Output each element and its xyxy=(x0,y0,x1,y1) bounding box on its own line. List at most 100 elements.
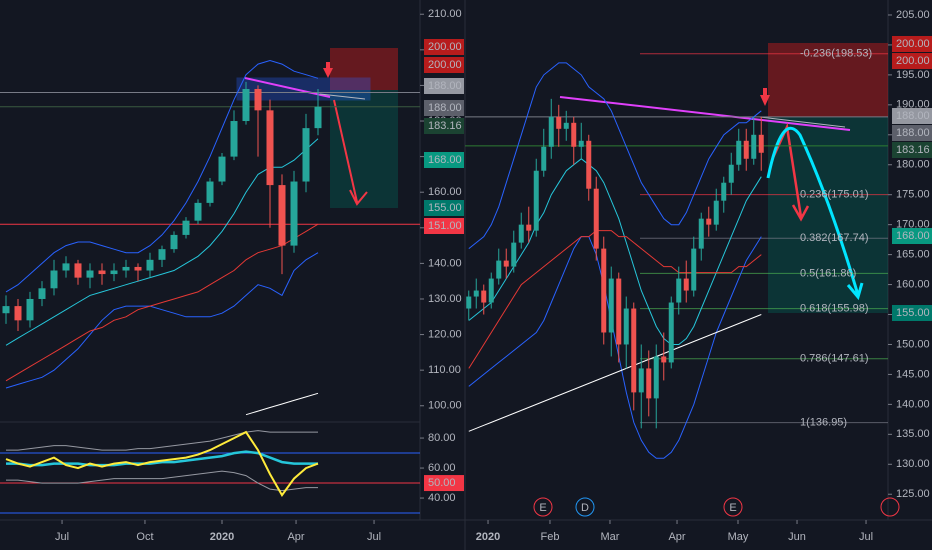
fib-label: -0.236(198.53) xyxy=(800,48,872,60)
y-tick-label: 205.00 xyxy=(896,9,930,21)
price-tag-label: 200.00 xyxy=(896,55,930,67)
candle-body xyxy=(218,156,226,182)
y-tick-label: 175.00 xyxy=(896,189,930,201)
y-tick-label: 140.00 xyxy=(428,257,462,269)
indicator-line xyxy=(5,59,319,293)
trendline xyxy=(244,77,331,98)
price-tag-label: 200.00 xyxy=(428,59,462,71)
candle-body xyxy=(14,306,22,321)
candle-body xyxy=(601,248,607,333)
candle-body xyxy=(646,368,652,399)
candle-body xyxy=(302,128,310,182)
candle-body xyxy=(653,356,659,399)
short-risk-box xyxy=(330,48,398,90)
short-target-box xyxy=(330,90,398,208)
trendline xyxy=(559,96,851,131)
price-tag xyxy=(892,142,932,158)
x-tick-label: Jul xyxy=(859,531,873,543)
candle-body xyxy=(242,88,250,122)
y-tick-label: 40.00 xyxy=(428,492,456,504)
event-label: D xyxy=(581,502,589,514)
candle-body xyxy=(134,266,142,271)
candle-body xyxy=(86,270,94,278)
y-tick-label: 145.00 xyxy=(896,368,930,380)
candle-body xyxy=(2,306,10,314)
fib-label: 0.236(175.01) xyxy=(800,189,869,201)
price-tag xyxy=(424,218,464,234)
candle-body xyxy=(50,270,58,289)
y-tick-label: 125.00 xyxy=(896,488,930,500)
candle-body xyxy=(110,270,118,275)
price-tag-label: 188.00 xyxy=(896,110,930,122)
arrow-marker xyxy=(760,88,770,106)
price-tag xyxy=(424,152,464,168)
indicator-line xyxy=(468,62,762,249)
indicator-line xyxy=(468,230,762,369)
candle-body xyxy=(578,140,584,147)
x-tick-label: Apr xyxy=(668,531,685,543)
y-tick-label: 195.00 xyxy=(896,69,930,81)
candle-body xyxy=(728,164,734,183)
candle-body xyxy=(488,278,494,303)
price-tag xyxy=(424,57,464,73)
candle-body xyxy=(466,296,472,309)
fib-label: 0.786(147.61) xyxy=(800,353,869,365)
y-tick-label: 60.00 xyxy=(428,462,456,474)
y-tick-label: 100.00 xyxy=(428,400,462,412)
price-tag-label: 188.00 xyxy=(428,102,462,114)
x-tick-label: May xyxy=(728,531,749,543)
candle-body xyxy=(556,116,562,129)
indicator-line xyxy=(245,392,319,416)
y-tick-label: 160.00 xyxy=(896,278,930,290)
y-tick-label: 120.00 xyxy=(428,328,462,340)
candle-body xyxy=(676,278,682,303)
candle-body xyxy=(691,248,697,291)
price-tag-label: 188.00 xyxy=(428,80,462,92)
price-tag xyxy=(424,100,464,116)
candle-body xyxy=(511,242,517,267)
x-tick-label: Oct xyxy=(136,531,153,543)
event-marker xyxy=(533,497,553,517)
candle-body xyxy=(230,121,238,157)
candle-body xyxy=(170,234,178,250)
rsi-line xyxy=(6,450,318,467)
candle-body xyxy=(661,356,667,363)
indicator-line xyxy=(468,314,762,432)
price-tag xyxy=(892,36,932,52)
candle-body xyxy=(638,368,644,393)
price-tag xyxy=(424,475,464,492)
price-tag xyxy=(424,200,464,216)
candle-body xyxy=(571,122,577,147)
y-tick-label: 150.00 xyxy=(896,338,930,350)
candle-body xyxy=(266,110,274,186)
candle-body xyxy=(314,106,322,129)
indicator-line xyxy=(5,223,319,382)
candle-body xyxy=(668,302,674,363)
candle-body xyxy=(751,134,757,159)
candle-body xyxy=(736,140,742,165)
price-tag-label: 183.16 xyxy=(896,144,930,156)
candle-body xyxy=(563,122,569,129)
candle-body xyxy=(481,290,487,303)
event-marker xyxy=(880,497,900,517)
indicator-line xyxy=(5,138,319,346)
y-tick-label: 160.00 xyxy=(428,186,462,198)
candle-body xyxy=(713,200,719,225)
price-tag-label: 50.00 xyxy=(428,477,456,489)
x-tick-label: Mar xyxy=(600,531,619,543)
event-label: E xyxy=(729,502,736,514)
candle-body xyxy=(473,290,479,297)
price-tag xyxy=(424,118,464,134)
y-tick-label: 140.00 xyxy=(896,398,930,410)
candle-body xyxy=(194,202,202,221)
candle-body xyxy=(496,260,502,279)
candle-body xyxy=(74,263,82,278)
candle-body xyxy=(758,134,764,153)
price-tag xyxy=(892,228,932,244)
trendline xyxy=(319,93,366,100)
candle-body xyxy=(631,308,637,393)
event-label: E xyxy=(539,502,546,514)
price-tag-label: 155.00 xyxy=(428,202,462,214)
y-tick-label: 190.00 xyxy=(896,99,930,111)
